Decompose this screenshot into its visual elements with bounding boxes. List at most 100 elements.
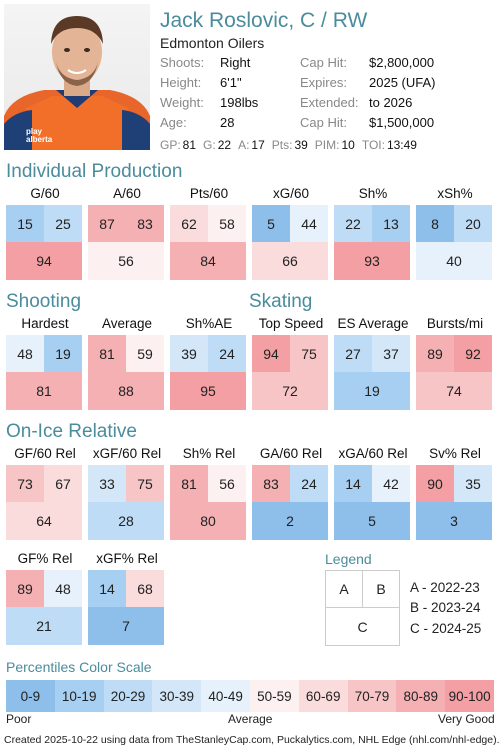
stat-key: GP: <box>160 138 181 152</box>
info-value: 6'1" <box>220 75 242 90</box>
metric-value-b: 24 <box>290 465 328 502</box>
stat-value: 22 <box>217 138 232 152</box>
metric-label: G/60 <box>30 186 60 201</box>
contract-value: 2025 (UFA) <box>369 75 436 90</box>
section-on-ice-relative: On-Ice Relative <box>6 421 137 442</box>
metric-label: Top Speed <box>258 316 324 331</box>
metric-value-c: 88 <box>88 372 164 410</box>
metric-value-a: 89 <box>416 335 454 372</box>
metric-label: Sh% <box>358 186 388 201</box>
color-scale-bin: 10-19 <box>54 680 104 712</box>
player-photo: play alberta <box>4 4 150 150</box>
metric-value-c: 94 <box>6 242 82 280</box>
metric-value-b: 44 <box>290 205 328 242</box>
metric-label: Sv% Rel <box>429 446 481 461</box>
metric-label: GF% Rel <box>17 551 73 566</box>
metric-value-b: 92 <box>454 335 492 372</box>
metric-label: xGF/60 Rel <box>92 446 162 461</box>
color-scale-bin: 30-39 <box>152 680 202 712</box>
metric-value-a: 15 <box>6 205 44 242</box>
color-scale-bin: 0-9 <box>6 680 55 712</box>
metric-value-c: 80 <box>170 502 246 540</box>
stat-key: TOI: <box>361 138 385 152</box>
metric-label: xG/60 <box>272 186 310 201</box>
section-skating: Skating <box>249 291 313 312</box>
player-name: Jack Roslovic, C / RW <box>160 9 368 32</box>
stat-value: 10 <box>341 138 355 152</box>
legend-label-b: B - 2023-24 <box>410 600 481 615</box>
metric-value-c: 72 <box>252 372 328 410</box>
metric-value-a: 39 <box>170 335 208 372</box>
metric-value-c: 2 <box>252 502 328 540</box>
info-value: Right <box>220 55 251 70</box>
metric-value-c: 81 <box>6 372 82 410</box>
stat-key: Pts: <box>271 138 293 152</box>
metric-value-b: 75 <box>126 465 164 502</box>
season-stat-line: GP: 81 G: 22 A: 17 Pts: 39 PIM: 10 TOI: 13:49 <box>160 138 424 152</box>
metric-label: xGA/60 Rel <box>338 446 408 461</box>
metric-value-c: 5 <box>334 502 410 540</box>
contract-value: $1,500,000 <box>369 115 435 130</box>
metric-value-c: 21 <box>6 607 82 645</box>
color-scale-bin: 40-49 <box>201 680 250 712</box>
metric-value-c: 66 <box>252 242 328 280</box>
metric-value-b: 35 <box>454 465 492 502</box>
contract-label: Cap Hit: <box>300 115 347 130</box>
scale-very-good-label: Very Good <box>438 712 495 726</box>
section-individual-production: Individual Production <box>6 161 183 182</box>
metric-value-b: 75 <box>290 335 328 372</box>
stat-key: PIM: <box>314 138 340 152</box>
stat-key: A: <box>238 138 250 152</box>
info-label: Weight: <box>160 95 204 110</box>
metric-value-c: 7 <box>88 607 164 645</box>
metric-value-b: 19 <box>44 335 82 372</box>
metric-value-a: 62 <box>170 205 208 242</box>
metric-label: GF/60 Rel <box>14 446 76 461</box>
metric-value-a: 33 <box>88 465 126 502</box>
contract-value: to 2026 <box>369 95 413 110</box>
player-portrait-icon <box>4 16 150 150</box>
legend-box-c: C <box>325 607 400 646</box>
metric-label: GA/60 Rel <box>259 446 323 461</box>
metric-value-b: 67 <box>44 465 82 502</box>
team-name: Edmonton Oilers <box>160 35 265 51</box>
metric-value-c: 93 <box>334 242 410 280</box>
jersey-sponsor-text: play alberta <box>26 127 53 144</box>
info-label: Age: <box>160 115 187 130</box>
info-label: Shoots: <box>160 55 205 70</box>
metric-value-c: 28 <box>88 502 164 540</box>
metric-label: Average <box>101 316 153 331</box>
footer-credits: Created 2025-10-22 using data from TheSt… <box>4 734 500 746</box>
metric-value-c: 40 <box>416 242 492 280</box>
metric-label: A/60 <box>113 186 141 201</box>
metric-label: Sh% Rel <box>182 446 236 461</box>
legend-title: Legend <box>325 551 372 567</box>
color-scale-bin: 50-59 <box>250 680 299 712</box>
stat-value: 81 <box>182 138 197 152</box>
metric-value-a: 73 <box>6 465 44 502</box>
color-scale-bin: 70-79 <box>347 680 397 712</box>
metric-value-a: 81 <box>88 335 126 372</box>
contract-label: Expires: <box>300 75 347 90</box>
metric-value-b: 13 <box>372 205 410 242</box>
metric-value-b: 25 <box>44 205 82 242</box>
metric-value-b: 56 <box>208 465 246 502</box>
section-shooting: Shooting <box>6 291 82 312</box>
metric-value-c: 95 <box>170 372 246 410</box>
metric-label: xSh% <box>437 186 473 201</box>
metric-value-a: 83 <box>252 465 290 502</box>
stat-key: G: <box>203 138 216 152</box>
info-value: 198lbs <box>220 95 259 110</box>
color-scale-bin: 80-89 <box>396 680 446 712</box>
color-scale-title: Percentiles Color Scale <box>6 659 152 675</box>
metric-value-a: 87 <box>88 205 126 242</box>
stat-value: 17 <box>251 138 265 152</box>
metric-value-a: 22 <box>334 205 372 242</box>
metric-value-a: 14 <box>88 570 126 607</box>
stat-value: 13:49 <box>386 138 417 152</box>
contract-label: Cap Hit: <box>300 55 347 70</box>
metric-value-c: 74 <box>416 372 492 410</box>
metric-value-b: 83 <box>126 205 164 242</box>
metric-label: Hardest <box>21 316 69 331</box>
scale-poor-label: Poor <box>6 712 32 726</box>
